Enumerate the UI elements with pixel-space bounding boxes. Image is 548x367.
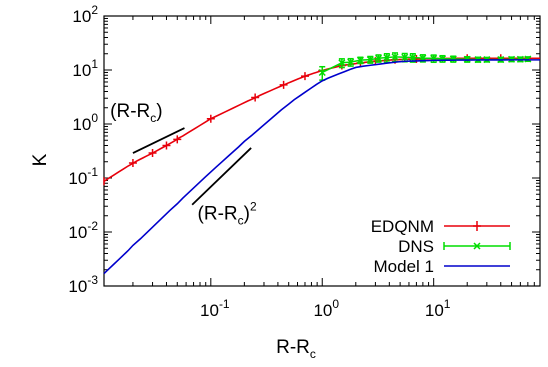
legend-marker — [473, 242, 481, 250]
edqnm-marker — [300, 72, 309, 81]
dns-marker — [449, 55, 457, 63]
slope-guide-label: (R-Rc) — [110, 101, 162, 125]
y-tick-label: 100 — [72, 111, 98, 134]
dns-marker — [318, 68, 326, 77]
y-axis-label: K — [30, 153, 51, 166]
x-ticks: 10-1 100 101 — [200, 16, 451, 320]
series-dns — [318, 52, 532, 81]
x-axis-label: R-Rc — [276, 337, 316, 361]
series-model-1 — [103, 59, 540, 275]
slope-guide-line — [191, 147, 252, 206]
y-tick-label: 10-2 — [68, 219, 98, 242]
dns-marker — [356, 56, 364, 64]
x-tick-label: 100 — [313, 297, 339, 320]
edqnm-marker — [206, 114, 215, 123]
dns-marker — [383, 54, 391, 62]
model-1-line — [103, 59, 540, 275]
edqnm-marker — [173, 135, 182, 144]
x-tick-label: 10-1 — [200, 297, 230, 320]
dns-marker — [524, 55, 532, 63]
legend-marker — [473, 221, 481, 231]
y-tick-label: 101 — [72, 57, 98, 80]
y-tick-label: 10-1 — [68, 165, 98, 188]
dns-marker — [347, 58, 355, 66]
y-ticks: 10-3 10-2 10-1 100 101 102 — [68, 3, 540, 296]
legend-label-model-1: Model 1 — [374, 257, 434, 276]
slope-guide-label: (R-Rc)2 — [198, 200, 257, 228]
slope-guide-line — [132, 127, 185, 154]
edqnm-marker — [148, 149, 157, 158]
annotations: (R-Rc) (R-Rc)2 — [110, 101, 257, 228]
y-tick-label: 102 — [72, 3, 98, 26]
dns-marker — [366, 56, 374, 64]
dns-marker — [401, 53, 409, 61]
edqnm-marker — [279, 80, 288, 89]
edqnm-marker — [162, 141, 171, 150]
dns-marker — [391, 53, 399, 61]
y-tick-label: 10-3 — [68, 273, 98, 296]
edqnm-marker — [128, 158, 137, 167]
x-tick-label: 101 — [425, 297, 451, 320]
x-axis-label-sub: c — [310, 347, 316, 361]
dns-marker — [338, 59, 346, 67]
dns-marker — [375, 54, 383, 62]
series-layer — [103, 52, 540, 275]
edqnm-marker — [251, 93, 260, 102]
legend-label-dns: DNS — [398, 237, 434, 256]
legend-label-edqnm: EDQNM — [371, 217, 434, 236]
x-axis-label-base: R-R — [276, 337, 310, 358]
dns-marker — [409, 54, 417, 62]
